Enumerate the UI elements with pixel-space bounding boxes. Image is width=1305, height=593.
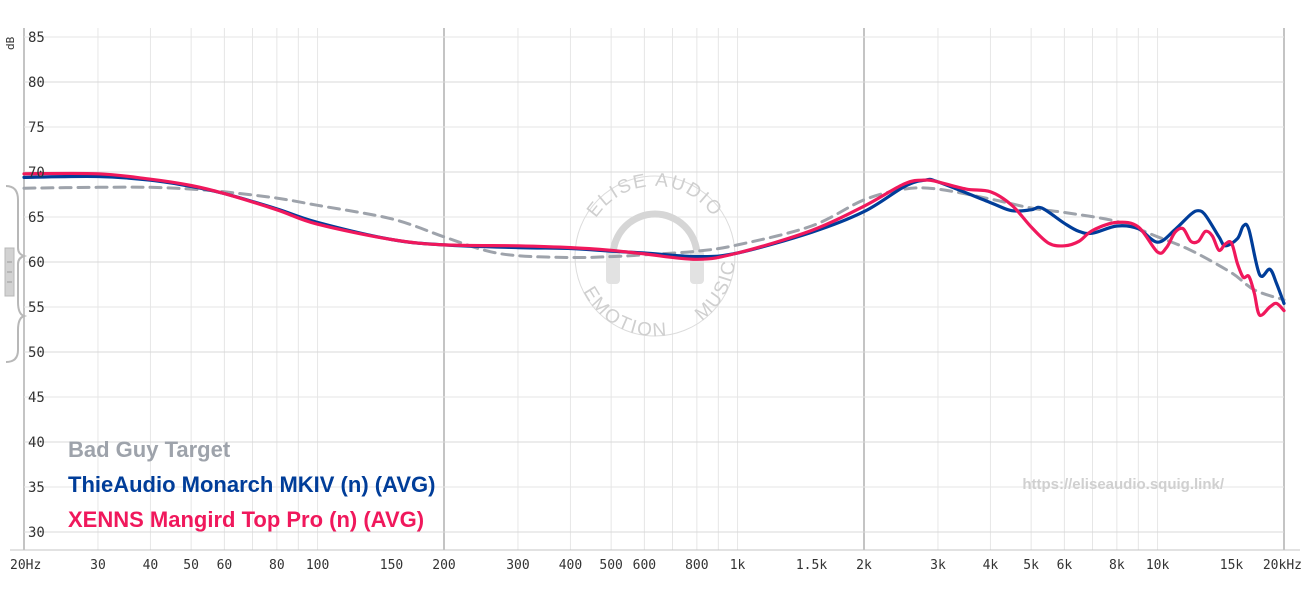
x-tick-label: 6k (1057, 558, 1073, 573)
y-tick-label: 85 (28, 30, 45, 46)
x-tick-label: 600 (633, 558, 656, 573)
legend-target[interactable]: Bad Guy Target (68, 437, 231, 462)
y-tick-label: 75 (28, 120, 45, 136)
y-tick-label: 40 (28, 435, 45, 451)
x-tick-label: 4k (983, 558, 999, 573)
x-tick-label: 800 (685, 558, 708, 573)
series-line-target[interactable] (22, 185, 1286, 302)
series-line-iem-1[interactable] (22, 174, 1286, 305)
series-line-iem-2[interactable] (22, 171, 1286, 318)
y-tick-label: 65 (28, 210, 45, 226)
x-tick-label: 30 (90, 558, 106, 573)
y-tick-label: 45 (28, 390, 45, 406)
y-scale-handle[interactable] (4, 185, 28, 363)
x-tick-label: 500 (599, 558, 622, 573)
x-tick-label: 1k (730, 558, 746, 573)
y-tick-label: 70 (28, 165, 45, 181)
x-tick-label: 10k (1146, 558, 1170, 573)
tick-labels: 85 80 75 70 65 60 55 50 45 40 35 30 20Hz 30 40 50 60 80 10… (10, 30, 1302, 573)
x-tick-label: 15k (1220, 558, 1244, 573)
y-tick-label: 55 (28, 300, 45, 316)
y-tick-label: 80 (28, 75, 45, 91)
x-tick-label: 100 (306, 558, 329, 573)
headphones-left-cup-icon (606, 250, 620, 284)
x-tick-label: 80 (269, 558, 285, 573)
x-tick-label: 5k (1023, 558, 1039, 573)
legend-iem-2[interactable]: XENNS Mangird Top Pro (n) (AVG) (68, 507, 424, 532)
x-tick-label: 300 (506, 558, 529, 573)
x-tick-label: 20Hz (10, 558, 41, 573)
x-tick-label: 40 (143, 558, 159, 573)
x-tick-label: 20kHz (1263, 558, 1302, 573)
x-tick-label: 1.5k (796, 558, 827, 573)
legend-iem-1[interactable]: ThieAudio Monarch MKIV (n) (AVG) (68, 472, 435, 497)
x-tick-label: 200 (432, 558, 455, 573)
grid (10, 28, 1300, 551)
y-scale-bracket-icon[interactable] (5, 185, 28, 363)
y-tick-label: 60 (28, 255, 45, 271)
y-axis-label: dB (4, 36, 17, 50)
x-tick-label: 150 (380, 558, 403, 573)
headphones-icon (609, 210, 701, 257)
x-tick-label: 8k (1109, 558, 1125, 573)
x-tick-label: 50 (183, 558, 199, 573)
y-tick-label: 35 (28, 480, 45, 496)
x-tick-label: 3k (930, 558, 946, 573)
watermark-ring (574, 175, 736, 337)
series-layer (22, 171, 1286, 318)
x-tick-label: 2k (856, 558, 872, 573)
x-tick-label: 400 (559, 558, 582, 573)
site-url: https://eliseaudio.squig.link/ (1022, 476, 1225, 493)
watermark-bottom-text: EMOTION (579, 283, 669, 341)
x-tick-label: 60 (217, 558, 233, 573)
y-tick-label: 30 (28, 525, 45, 541)
y-tick-label: 50 (28, 345, 45, 361)
